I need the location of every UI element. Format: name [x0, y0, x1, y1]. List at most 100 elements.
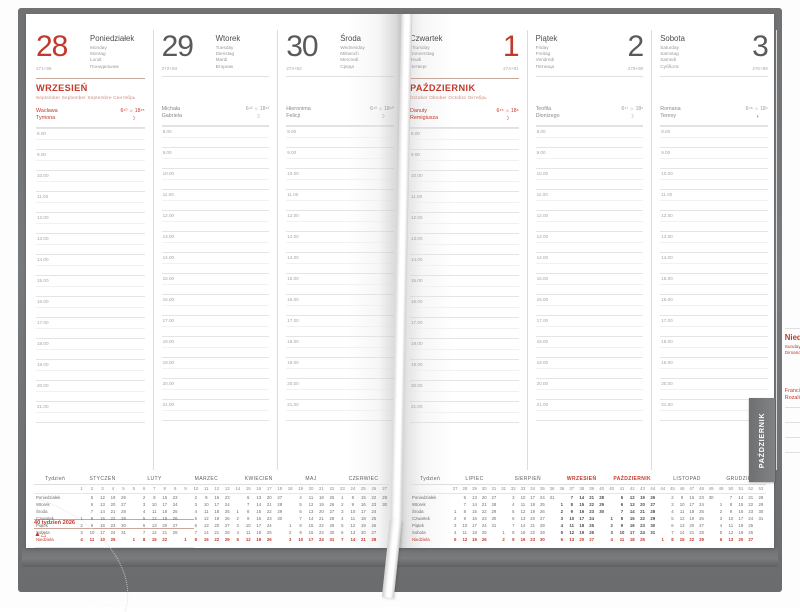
year-calendar-day-cell[interactable]: 25	[587, 522, 597, 529]
year-calendar-day-cell[interactable]: 1	[232, 508, 243, 515]
year-calendar-day-cell[interactable]: 5	[139, 515, 149, 522]
hour-row[interactable]: 8.00	[410, 128, 519, 149]
year-calendar-day-cell[interactable]: 31	[547, 494, 557, 502]
year-calendar-day-cell[interactable]: 28	[118, 508, 129, 515]
year-calendar-day-cell[interactable]: 8	[87, 515, 98, 522]
year-calendar-day-cell[interactable]: 15	[736, 501, 746, 508]
hour-row[interactable]: 17.00	[410, 317, 519, 338]
year-calendar-day-cell[interactable]	[489, 529, 499, 536]
hour-row[interactable]: 13.00	[410, 233, 519, 254]
year-calendar-day-cell[interactable]: 4	[716, 522, 726, 529]
year-calendar-day-cell[interactable]: 12	[518, 508, 528, 515]
year-calendar-day-cell[interactable]	[285, 508, 295, 515]
year-calendar-day-cell[interactable]: 4	[337, 515, 348, 522]
year-calendar-day-cell[interactable]	[379, 508, 390, 515]
year-calendar-day-cell[interactable]: 16	[687, 494, 697, 502]
year-calendar-day-cell[interactable]: 3	[607, 529, 617, 536]
year-calendar-day-cell[interactable]: 15	[149, 536, 159, 543]
year-calendar-day-cell[interactable]: 25	[369, 515, 380, 522]
year-calendar-day-cell[interactable]	[274, 536, 285, 543]
year-calendar-day-cell[interactable]: 28	[274, 501, 285, 508]
year-calendar-day-cell[interactable]: 30	[379, 501, 390, 508]
year-calendar-day-cell[interactable]	[547, 522, 557, 529]
year-calendar-day-cell[interactable]: 21	[687, 529, 697, 536]
year-calendar-day-cell[interactable]: 23	[316, 529, 326, 536]
year-calendar-day-cell[interactable]: 18	[316, 494, 326, 502]
year-calendar-day-cell[interactable]: 29	[597, 501, 607, 508]
year-calendar-day-cell[interactable]	[129, 501, 139, 508]
year-calendar-day-cell[interactable]	[658, 508, 668, 515]
hour-row[interactable]: 12.00	[286, 210, 394, 231]
year-calendar-day-cell[interactable]: 25	[108, 536, 119, 543]
hour-row[interactable]: 20.00	[286, 378, 394, 399]
year-calendar-day-cell[interactable]: 24	[316, 536, 326, 543]
year-calendar-day-cell[interactable]: 8	[508, 529, 518, 536]
year-calendar-day-cell[interactable]: 2	[716, 508, 726, 515]
year-calendar-day-cell[interactable]	[76, 501, 86, 508]
year-calendar-day-cell[interactable]: 15	[577, 501, 587, 508]
hour-row[interactable]: 20.00	[162, 378, 270, 399]
year-calendar-day-cell[interactable]: 28	[222, 529, 232, 536]
year-calendar-day-cell[interactable]: 20	[264, 494, 275, 502]
year-calendar-day-cell[interactable]: 18	[687, 508, 697, 515]
hour-row[interactable]: 14.00	[286, 252, 394, 273]
year-calendar-day-cell[interactable]: 17	[627, 529, 637, 536]
year-calendar-day-cell[interactable]: 23	[170, 494, 180, 502]
year-calendar-day-cell[interactable]: 30	[274, 515, 285, 522]
hour-row[interactable]: 14.00	[410, 254, 519, 275]
hour-row[interactable]: 21.00	[36, 401, 145, 423]
year-calendar-day-cell[interactable]: 12	[149, 515, 159, 522]
year-calendar-day-cell[interactable]: 23	[746, 508, 756, 515]
hour-row[interactable]: 13.00	[286, 231, 394, 252]
hour-row[interactable]: 17.00	[162, 315, 270, 336]
year-calendar-day-cell[interactable]: 20	[316, 508, 326, 515]
year-calendar-day-cell[interactable]: 22	[316, 522, 326, 529]
year-calendar-day-cell[interactable]: 9	[617, 522, 627, 529]
year-calendar-day-cell[interactable]: 11	[460, 529, 470, 536]
year-calendar-day-cell[interactable]	[274, 522, 285, 529]
hour-row[interactable]: 15.00	[162, 273, 270, 294]
year-calendar-day-cell[interactable]: 22	[746, 501, 756, 508]
year-calendar-day-cell[interactable]: 5	[716, 529, 726, 536]
year-calendar-day-cell[interactable]: 17	[470, 522, 480, 529]
year-calendar-day-cell[interactable]: 17	[253, 522, 264, 529]
year-calendar-day-cell[interactable]	[129, 522, 139, 529]
year-calendar-day-cell[interactable]: 26	[648, 494, 658, 502]
year-calendar-day-cell[interactable]: 16	[470, 515, 480, 522]
hour-row[interactable]: 8.00	[536, 126, 644, 147]
year-calendar-day-cell[interactable]: 1	[337, 494, 348, 502]
year-calendar-day-cell[interactable]: 6	[460, 494, 470, 502]
year-calendar-day-cell[interactable]: 21	[264, 501, 275, 508]
hour-row[interactable]: 21.00	[410, 401, 519, 423]
year-calendar-day-cell[interactable]: 1	[180, 536, 190, 543]
year-calendar-day-cell[interactable]: 8	[567, 501, 577, 508]
year-calendar-day-cell[interactable]: 4	[508, 501, 518, 508]
year-calendar-day-cell[interactable]: 9	[348, 501, 359, 508]
year-calendar-day-cell[interactable]	[547, 508, 557, 515]
year-calendar-day-cell[interactable]: 3	[557, 515, 567, 522]
hour-row[interactable]: 18.00	[36, 338, 145, 359]
year-calendar-day-cell[interactable]: 3	[668, 501, 678, 508]
hour-row[interactable]: 19.00	[660, 357, 768, 378]
hour-row[interactable]: 12.00	[660, 210, 768, 231]
hour-row[interactable]: 17.00	[286, 315, 394, 336]
year-calendar-day-cell[interactable]: 9	[460, 515, 470, 522]
hour-row[interactable]: 9.00	[36, 149, 145, 170]
year-calendar-day-cell[interactable]	[285, 494, 295, 502]
year-calendar-day-cell[interactable]: 23	[108, 522, 119, 529]
year-calendar-day-cell[interactable]: 8	[617, 515, 627, 522]
year-calendar-day-cell[interactable]: 6	[668, 522, 678, 529]
year-calendar-day-cell[interactable]: 4	[450, 529, 460, 536]
year-calendar-day-cell[interactable]: 3	[716, 515, 726, 522]
year-calendar-day-cell[interactable]: 27	[697, 522, 707, 529]
year-calendar-day-cell[interactable]	[658, 501, 668, 508]
year-calendar-day-cell[interactable]: 20	[212, 522, 222, 529]
year-calendar-day-cell[interactable]: 2	[139, 494, 149, 502]
hour-row[interactable]: 11.00	[162, 189, 270, 210]
hour-row[interactable]: 19.00	[536, 357, 644, 378]
year-calendar-day-cell[interactable]: 20	[160, 522, 170, 529]
year-calendar-day-cell[interactable]: 18	[577, 522, 587, 529]
year-calendar-day-cell[interactable]	[658, 529, 668, 536]
year-calendar-day-cell[interactable]: 31	[648, 529, 658, 536]
year-calendar-day-cell[interactable]: 13	[567, 536, 577, 543]
